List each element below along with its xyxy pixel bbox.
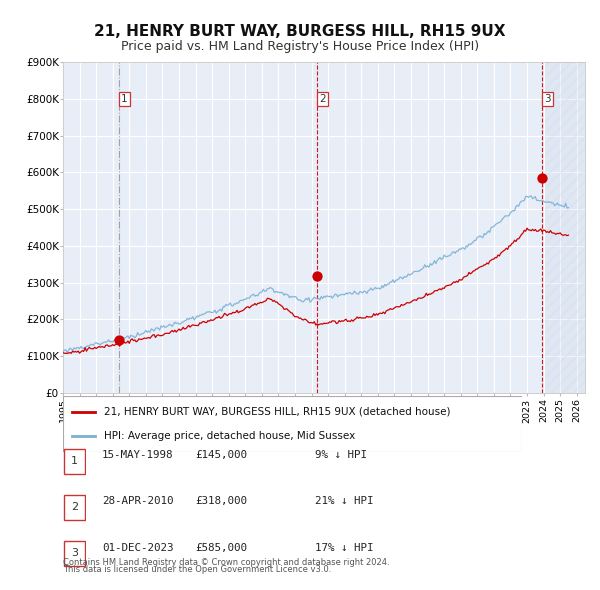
Bar bbox=[545, 62, 585, 393]
Text: 28-APR-2010: 28-APR-2010 bbox=[102, 497, 173, 506]
Text: 21, HENRY BURT WAY, BURGESS HILL, RH15 9UX: 21, HENRY BURT WAY, BURGESS HILL, RH15 9… bbox=[94, 24, 506, 38]
FancyBboxPatch shape bbox=[64, 494, 85, 520]
Point bbox=[312, 271, 322, 281]
Text: 21% ↓ HPI: 21% ↓ HPI bbox=[315, 497, 373, 506]
Text: HPI: Average price, detached house, Mid Sussex: HPI: Average price, detached house, Mid … bbox=[104, 431, 356, 441]
Text: 17% ↓ HPI: 17% ↓ HPI bbox=[315, 543, 373, 552]
Text: 2: 2 bbox=[71, 503, 78, 512]
Text: 2: 2 bbox=[319, 94, 325, 104]
Point bbox=[538, 173, 547, 182]
Text: £585,000: £585,000 bbox=[195, 543, 247, 552]
Text: This data is licensed under the Open Government Licence v3.0.: This data is licensed under the Open Gov… bbox=[63, 565, 331, 573]
Text: 01-DEC-2023: 01-DEC-2023 bbox=[102, 543, 173, 552]
Text: 21, HENRY BURT WAY, BURGESS HILL, RH15 9UX (detached house): 21, HENRY BURT WAY, BURGESS HILL, RH15 9… bbox=[104, 407, 451, 417]
Text: 1: 1 bbox=[121, 94, 127, 104]
Text: 9% ↓ HPI: 9% ↓ HPI bbox=[315, 451, 367, 460]
Text: £145,000: £145,000 bbox=[195, 451, 247, 460]
Text: Price paid vs. HM Land Registry's House Price Index (HPI): Price paid vs. HM Land Registry's House … bbox=[121, 40, 479, 53]
Text: 15-MAY-1998: 15-MAY-1998 bbox=[102, 451, 173, 460]
Text: 3: 3 bbox=[544, 94, 551, 104]
Point bbox=[114, 335, 124, 345]
Text: £318,000: £318,000 bbox=[195, 497, 247, 506]
FancyBboxPatch shape bbox=[64, 448, 85, 474]
FancyBboxPatch shape bbox=[64, 540, 85, 566]
Text: 1: 1 bbox=[71, 457, 78, 466]
FancyBboxPatch shape bbox=[63, 396, 523, 452]
Bar bbox=[545, 62, 585, 393]
Text: 3: 3 bbox=[71, 549, 78, 558]
Text: Contains HM Land Registry data © Crown copyright and database right 2024.: Contains HM Land Registry data © Crown c… bbox=[63, 558, 389, 566]
